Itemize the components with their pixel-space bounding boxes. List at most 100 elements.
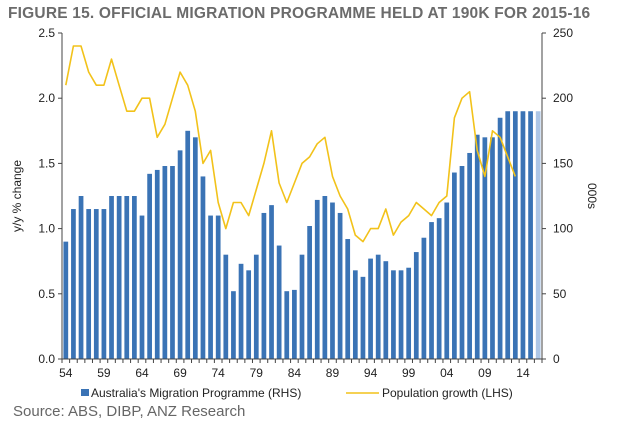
bar-1981	[269, 205, 274, 359]
bar-2005	[452, 172, 457, 359]
bar-1977	[238, 263, 244, 359]
bar-2008	[474, 134, 480, 359]
bar-1967	[162, 166, 168, 359]
bar-1966	[154, 169, 160, 359]
bar-1957	[86, 209, 92, 359]
x-tick-label: 99	[402, 366, 416, 380]
bar-1976	[231, 291, 236, 359]
bar-1970	[185, 130, 191, 359]
left-tick-label: 0.5	[38, 287, 55, 301]
bar-1980	[261, 212, 267, 359]
right-tick-label: 250	[553, 26, 573, 40]
x-tick-label: 09	[478, 366, 492, 380]
bar-1990	[337, 212, 343, 359]
x-tick-label: 14	[516, 366, 530, 380]
bar-1961	[116, 196, 122, 359]
left-tick-label: 2.0	[38, 91, 55, 105]
bar-1975	[223, 254, 229, 359]
bar-1968	[170, 166, 175, 359]
bar-2002	[429, 222, 434, 359]
left-tick-label: 1.5	[38, 156, 55, 170]
left-tick-label: 2.5	[38, 26, 55, 40]
bar-1989	[330, 202, 335, 359]
left-tick-label: 0.0	[38, 352, 55, 366]
x-tick-label: 89	[326, 366, 340, 380]
bar-1993	[360, 276, 366, 359]
bar-1999	[406, 267, 412, 359]
bar-1978	[246, 270, 252, 359]
legend-bar-swatch	[81, 389, 89, 396]
legend: Australia's Migration Programme (RHS) Po…	[81, 386, 513, 400]
x-tick-label: 54	[59, 366, 73, 380]
legend-bar-label: Australia's Migration Programme (RHS)	[91, 386, 301, 400]
bar-1984	[292, 289, 297, 359]
bars-layer	[63, 111, 541, 360]
bar-2006	[459, 166, 465, 359]
bar-1995	[375, 254, 381, 359]
left-axis-label: y/y % change	[10, 160, 24, 232]
source-note: Source: ABS, DIBP, ANZ Research	[13, 403, 246, 420]
bar-1988	[322, 196, 328, 359]
bar-2003	[436, 218, 442, 359]
bar-1987	[314, 199, 320, 359]
bar-1972	[200, 176, 206, 359]
bar-1979	[253, 254, 259, 359]
x-tick-label: 04	[440, 366, 454, 380]
bar-1969	[177, 150, 183, 359]
bar-1958	[93, 209, 99, 359]
x-tick-label: 84	[288, 366, 302, 380]
bar-1956	[78, 196, 84, 359]
x-tick-label: 94	[364, 366, 378, 380]
bar-1997	[391, 270, 396, 359]
x-tick-label: 69	[173, 366, 187, 380]
bar-2012	[505, 111, 511, 360]
bar-2015	[528, 111, 533, 360]
bar-1991	[345, 239, 351, 359]
left-tick-label: 1.0	[38, 222, 55, 236]
bar-1996	[383, 261, 389, 359]
right-tick-label: 200	[553, 91, 573, 105]
bar-1983	[284, 291, 290, 359]
bar-2001	[421, 237, 427, 359]
bar-1994	[368, 258, 373, 359]
population-growth-line	[65, 45, 517, 243]
x-tick-label: 79	[250, 366, 264, 380]
axes-layer: 0.0 0.5 1.0 1.5 2.0 2.5 0 50 100 150 200 250 54 59 64 6…	[38, 26, 573, 380]
bar-2004	[444, 202, 450, 359]
bar-1974	[215, 215, 221, 359]
bar-2007	[467, 152, 472, 359]
bar-forecast-2016	[535, 111, 541, 360]
right-tick-label: 0	[553, 352, 560, 366]
right-tick-label: 50	[553, 287, 567, 301]
bar-1964	[139, 215, 145, 359]
line-layer	[65, 45, 517, 243]
bar-1959	[101, 209, 107, 359]
bar-1985	[299, 254, 305, 359]
bar-2011	[497, 117, 503, 359]
bar-2013	[512, 111, 518, 360]
bar-2000	[413, 252, 419, 359]
bar-1998	[398, 270, 404, 359]
x-tick-label: 64	[135, 366, 149, 380]
right-axis-label: 000s	[585, 183, 599, 209]
chart-title: FIGURE 15. OFFICIAL MIGRATION PROGRAMME …	[8, 5, 591, 22]
bar-1960	[109, 196, 114, 359]
legend-line-label: Population growth (LHS)	[382, 386, 513, 400]
bar-1986	[307, 225, 312, 359]
right-tick-label: 150	[553, 156, 573, 170]
bar-1973	[208, 215, 213, 359]
bar-1965	[147, 173, 152, 359]
x-tick-label: 74	[212, 366, 226, 380]
right-tick-label: 100	[553, 222, 573, 236]
bar-1982	[276, 245, 282, 359]
bar-1971	[192, 137, 198, 359]
bar-1963	[132, 196, 137, 359]
bar-1954	[63, 241, 69, 359]
bar-1962	[124, 196, 130, 359]
bar-1992	[352, 270, 358, 359]
bar-2009	[482, 137, 488, 359]
bar-2014	[520, 111, 526, 360]
x-tick-label: 59	[97, 366, 111, 380]
bar-1955	[71, 209, 76, 359]
